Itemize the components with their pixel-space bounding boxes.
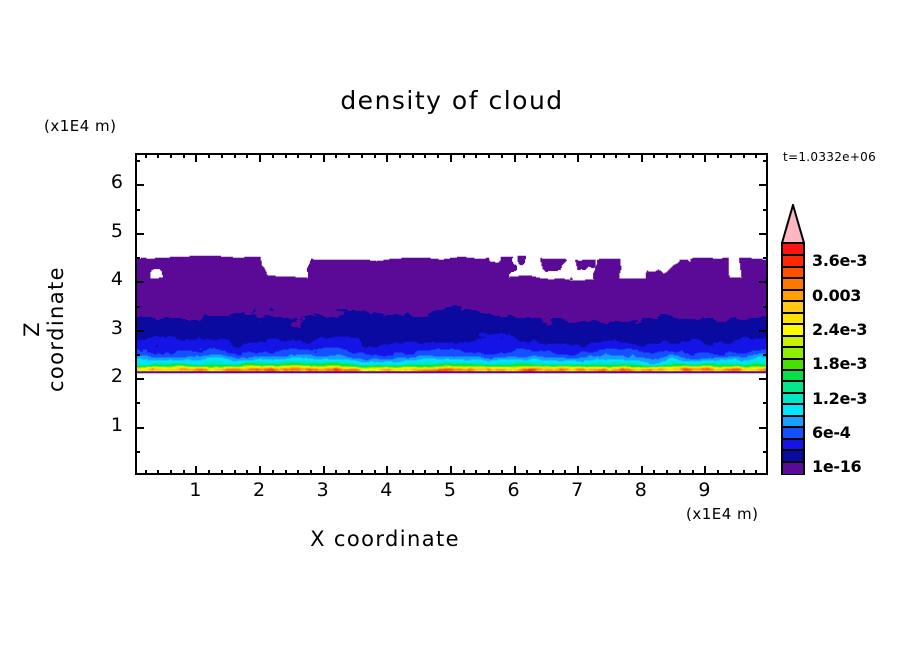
colorbar-band xyxy=(783,438,803,451)
chart-title: density of cloud xyxy=(340,86,564,115)
colorbar-band xyxy=(783,255,803,268)
colorbar-tick-label: 6e-4 xyxy=(812,422,851,442)
colorbar-band xyxy=(783,450,803,463)
colorbar-band xyxy=(783,358,803,371)
colorbar-band-divider xyxy=(783,346,803,349)
colorbar-band xyxy=(783,404,803,417)
time-annotation: t=1.0332e+06 xyxy=(783,150,877,164)
colorbar-band xyxy=(783,369,803,382)
y-tick-label: 1 xyxy=(110,413,123,436)
x-tick-label: 2 xyxy=(253,479,266,501)
colorbar-band xyxy=(783,461,803,474)
colorbar-band xyxy=(783,312,803,325)
colorbar-band-divider xyxy=(783,368,803,371)
colorbar-band-divider xyxy=(783,449,803,452)
plot-area xyxy=(135,153,768,475)
contour-field xyxy=(137,155,766,473)
colorbar-band-divider xyxy=(783,311,803,314)
x-tick-label: 8 xyxy=(634,479,647,501)
colorbar-band xyxy=(783,266,803,279)
colorbar-band xyxy=(783,381,803,394)
x-tick-label: 4 xyxy=(380,479,393,501)
colorbar-band-divider xyxy=(783,357,803,360)
y-tick-label: 2 xyxy=(110,365,123,388)
colorbar-band-divider xyxy=(783,254,803,257)
x-tick-label: 9 xyxy=(698,479,711,501)
colorbar-band xyxy=(783,392,803,405)
colorbar-tick-label: 1.2e-3 xyxy=(812,388,868,408)
x-axis-label: X coordinate xyxy=(310,527,460,551)
colorbar-band-divider xyxy=(783,323,803,326)
x-tick-label: 7 xyxy=(571,479,584,501)
colorbar-band xyxy=(783,301,803,314)
colorbar-band-divider xyxy=(783,414,803,417)
colorbar-band-divider xyxy=(783,300,803,303)
colorbar-tick-label: 1.8e-3 xyxy=(812,354,868,374)
colorbar-band-divider xyxy=(783,265,803,268)
colorbar-tick-label: 0.003 xyxy=(812,285,862,305)
colorbar xyxy=(781,242,805,475)
x-tick-label: 3 xyxy=(316,479,329,501)
z-axis-units-label: (x1E4 m) xyxy=(44,117,117,135)
y-axis-label: Z coordinate xyxy=(20,266,68,393)
colorbar-band xyxy=(783,347,803,360)
colorbar-band xyxy=(783,244,803,257)
colorbar-band xyxy=(783,289,803,302)
colorbar-band-divider xyxy=(783,460,803,463)
colorbar-band xyxy=(783,427,803,440)
colorbar-tick-label: 3.6e-3 xyxy=(812,251,868,271)
y-tick-label: 3 xyxy=(110,316,123,339)
colorbar-band xyxy=(783,278,803,291)
colorbar-band xyxy=(783,335,803,348)
colorbar-tick-label: 1e-16 xyxy=(812,457,862,477)
colorbar-band-divider xyxy=(783,437,803,440)
colorbar-band-divider xyxy=(783,426,803,429)
colorbar-band-divider xyxy=(783,403,803,406)
x-tick-label: 6 xyxy=(507,479,520,501)
colorbar-band xyxy=(783,324,803,337)
colorbar-arrow-shape xyxy=(781,204,805,244)
colorbar-band-divider xyxy=(783,288,803,291)
x-tick-label: 1 xyxy=(189,479,202,501)
colorbar-band xyxy=(783,415,803,428)
colorbar-tick-label: 2.4e-3 xyxy=(812,319,868,339)
y-tick-label: 6 xyxy=(110,171,123,194)
colorbar-band-divider xyxy=(783,277,803,280)
x-axis-units-label: (x1E4 m) xyxy=(686,505,759,523)
colorbar-band-divider xyxy=(783,380,803,383)
y-tick-label: 5 xyxy=(110,219,123,242)
y-tick-label: 4 xyxy=(110,268,123,291)
colorbar-band-divider xyxy=(783,334,803,337)
x-tick-label: 5 xyxy=(443,479,456,501)
colorbar-over-arrow xyxy=(781,204,805,244)
colorbar-band-divider xyxy=(783,391,803,394)
